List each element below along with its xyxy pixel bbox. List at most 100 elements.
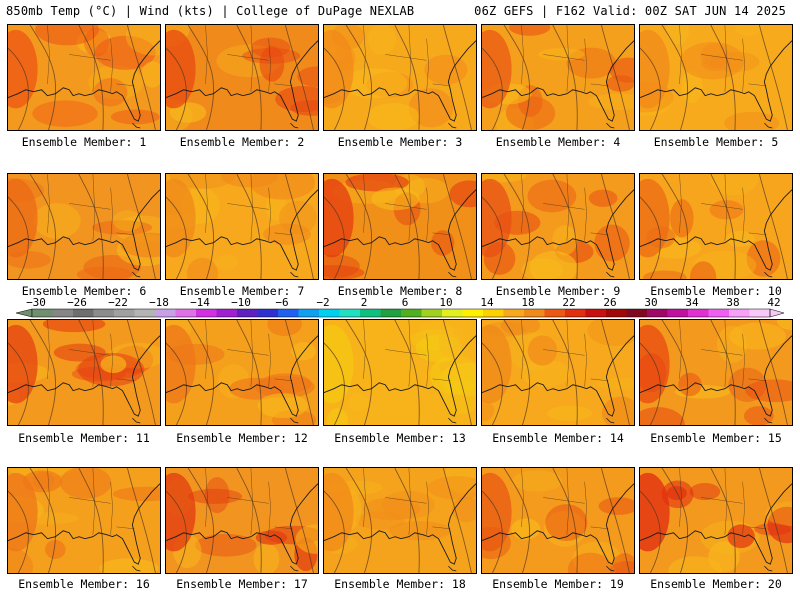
- colorbar-tick-label: −14: [190, 296, 210, 309]
- ensemble-member-map: [323, 173, 477, 280]
- ensemble-member-label: Ensemble Member: 7: [179, 284, 305, 298]
- ensemble-member-map: [639, 319, 793, 426]
- ensemble-member-map: [7, 467, 161, 574]
- ensemble-member-label: Ensemble Member: 6: [21, 284, 147, 298]
- colorbar-segment: [216, 309, 238, 317]
- colorbar-segment: [298, 309, 320, 317]
- colorbar-segment: [708, 309, 730, 317]
- ensemble-member-label: Ensemble Member: 14: [492, 431, 624, 445]
- ensemble-member-label: Ensemble Member: 5: [653, 135, 779, 149]
- ensemble-member-map: [7, 173, 161, 280]
- map-title: 850mb Temp (°C) | Wind (kts) | College o…: [6, 4, 415, 18]
- colorbar-segment: [319, 309, 340, 317]
- colorbar-segment: [257, 309, 279, 317]
- colorbar-segment: [93, 309, 115, 317]
- colorbar-segment: [52, 309, 74, 317]
- colorbar-segment: [360, 309, 381, 317]
- colorbar-segment: [278, 309, 299, 317]
- ensemble-member-map: [639, 467, 793, 574]
- colorbar-segment: [524, 309, 545, 317]
- colorbar-segment: [339, 309, 361, 317]
- colorbar-segment: [483, 309, 504, 317]
- colorbar-left-arrow: [15, 308, 33, 318]
- ensemble-member-label: Ensemble Member: 8: [337, 284, 463, 298]
- ensemble-member-map: [481, 24, 635, 131]
- ensemble-member-label: Ensemble Member: 10: [650, 284, 782, 298]
- colorbar-tick-label: 42: [767, 296, 780, 309]
- colorbar-tick-label: −10: [231, 296, 251, 309]
- colorbar-tick-label: −6: [275, 296, 288, 309]
- ensemble-member-map: [639, 173, 793, 280]
- ensemble-member-map: [165, 173, 319, 280]
- ensemble-member-map: [7, 24, 161, 131]
- ensemble-member-map: [323, 467, 477, 574]
- colorbar-tick-label: −18: [149, 296, 169, 309]
- colorbar-tick-label: 10: [439, 296, 452, 309]
- ensemble-member-label: Ensemble Member: 4: [495, 135, 621, 149]
- colorbar-segment: [585, 309, 607, 317]
- colorbar-segment: [688, 309, 709, 317]
- ensemble-member-label: Ensemble Member: 9: [495, 284, 621, 298]
- colorbar-segment: [380, 309, 402, 317]
- colorbar-tick-label: 2: [361, 296, 368, 309]
- colorbar-right-arrow: [769, 308, 785, 318]
- ensemble-member-label: Ensemble Member: 11: [18, 431, 150, 445]
- colorbar-segment: [544, 309, 566, 317]
- ensemble-member-map: [165, 467, 319, 574]
- colorbar-segment: [401, 309, 422, 317]
- colorbar-segment: [442, 309, 463, 317]
- colorbar-segment: [175, 309, 197, 317]
- colorbar-tick-label: 34: [685, 296, 699, 309]
- ensemble-member-label: Ensemble Member: 16: [18, 577, 150, 591]
- ensemble-member-map: [7, 319, 161, 426]
- colorbar-tick-label: 38: [726, 296, 739, 309]
- ensemble-member-label: Ensemble Member: 15: [650, 431, 782, 445]
- colorbar-segment: [667, 309, 689, 317]
- colorbar-tick-label: −30: [26, 296, 46, 309]
- colorbar-segment: [134, 309, 156, 317]
- ensemble-member-map: [481, 173, 635, 280]
- ensemble-member-label: Ensemble Member: 2: [179, 135, 305, 149]
- ensemble-member-label: Ensemble Member: 18: [334, 577, 466, 591]
- ensemble-member-map: [481, 319, 635, 426]
- colorbar-segment: [32, 309, 53, 317]
- colorbar-segment: [196, 309, 217, 317]
- ensemble-member-map: [323, 319, 477, 426]
- ensemble-member-map: [481, 467, 635, 574]
- colorbar-tick-label: 30: [644, 296, 657, 309]
- colorbar-tick-label: 14: [480, 296, 494, 309]
- colorbar-tick-label: −26: [67, 296, 87, 309]
- colorbar-tick-label: 18: [521, 296, 534, 309]
- colorbar-segment: [606, 309, 627, 317]
- ensemble-member-label: Ensemble Member: 1: [21, 135, 147, 149]
- colorbar-segment: [114, 309, 135, 317]
- colorbar-tick-label: 6: [402, 296, 409, 309]
- colorbar-segment: [729, 309, 750, 317]
- ensemble-member-label: Ensemble Member: 17: [176, 577, 308, 591]
- colorbar-segment: [647, 309, 668, 317]
- colorbar-tick-label: 22: [562, 296, 575, 309]
- ensemble-member-label: Ensemble Member: 19: [492, 577, 624, 591]
- colorbar-segment: [421, 309, 443, 317]
- run-valid-time: 06Z GEFS | F162 Valid: 00Z SAT JUN 14 20…: [474, 4, 786, 18]
- colorbar-segment: [73, 309, 94, 317]
- ensemble-member-label: Ensemble Member: 3: [337, 135, 463, 149]
- colorbar-segment: [155, 309, 176, 317]
- colorbar-segment: [626, 309, 648, 317]
- colorbar-segment: [237, 309, 258, 317]
- ensemble-member-map: [165, 319, 319, 426]
- ensemble-member-map: [639, 24, 793, 131]
- colorbar-segment: [462, 309, 484, 317]
- temperature-colorbar: −30 −26 −22 −18 −14 −10 −6 −2 2 6 10 14 18 22 26 30 34 38…: [14, 296, 786, 326]
- colorbar-segment: [749, 309, 771, 317]
- ensemble-member-label: Ensemble Member: 20: [650, 577, 782, 591]
- ensemble-member-label: Ensemble Member: 12: [176, 431, 308, 445]
- colorbar-tick-label: −22: [108, 296, 128, 309]
- colorbar-segment: [503, 309, 525, 317]
- ensemble-member-map: [323, 24, 477, 131]
- ensemble-member-label: Ensemble Member: 13: [334, 431, 466, 445]
- ensemble-member-map: [165, 24, 319, 131]
- colorbar-segment: [565, 309, 586, 317]
- colorbar-tick-label: 26: [603, 296, 616, 309]
- colorbar-tick-label: −2: [316, 296, 329, 309]
